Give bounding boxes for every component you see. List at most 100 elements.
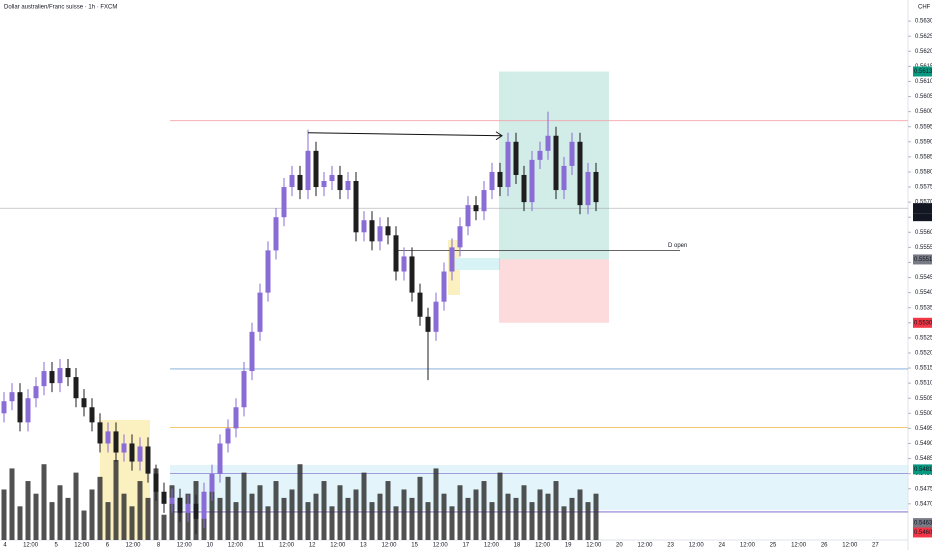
candle-body bbox=[449, 247, 455, 272]
volume-bar bbox=[385, 481, 391, 540]
volume-bar bbox=[585, 502, 591, 540]
candle-body bbox=[313, 150, 319, 188]
currency: CHF bbox=[918, 5, 931, 11]
candle-body bbox=[385, 226, 391, 236]
candle-body bbox=[513, 141, 519, 175]
candle-body bbox=[417, 292, 423, 317]
volume-bar bbox=[473, 489, 479, 540]
candle-body bbox=[289, 174, 295, 188]
candle-body bbox=[73, 377, 79, 399]
price-tag bbox=[913, 317, 932, 328]
volume-bar bbox=[425, 502, 431, 540]
volume-bar bbox=[369, 502, 375, 540]
volume-bar bbox=[337, 485, 343, 540]
candle-body bbox=[281, 187, 287, 218]
volume-bar bbox=[449, 506, 455, 540]
volume-bar bbox=[305, 502, 311, 540]
volume-bar bbox=[577, 489, 583, 540]
candle-body bbox=[233, 407, 239, 429]
candle-body bbox=[57, 368, 63, 384]
candle-body bbox=[161, 491, 167, 504]
volume-bar bbox=[457, 485, 463, 540]
volume-bar bbox=[537, 489, 543, 540]
volume-bar bbox=[233, 502, 239, 540]
candle-body bbox=[153, 473, 159, 492]
volume-bar bbox=[289, 489, 295, 540]
x-tick-label: 12:00 bbox=[637, 543, 653, 549]
volume-bar bbox=[505, 493, 511, 540]
candle-body bbox=[345, 181, 351, 191]
candle-body bbox=[81, 398, 87, 408]
x-tick-label: 4 bbox=[3, 543, 7, 549]
candle-body bbox=[257, 292, 263, 332]
candle-body bbox=[137, 446, 143, 462]
price-tag bbox=[913, 464, 932, 475]
candle-body bbox=[217, 443, 223, 474]
volume-bar bbox=[489, 502, 495, 540]
volume-bar bbox=[153, 468, 159, 540]
candle-body bbox=[425, 316, 431, 332]
volume-bar bbox=[25, 481, 31, 540]
candle-body bbox=[17, 392, 23, 423]
volume-bar bbox=[129, 506, 135, 540]
candle-body bbox=[113, 431, 119, 453]
candle-body bbox=[169, 497, 175, 504]
volume-bar bbox=[41, 464, 47, 540]
candle-body bbox=[561, 165, 567, 191]
candle-body bbox=[537, 150, 543, 160]
candle-body bbox=[329, 174, 335, 182]
volume-bar bbox=[401, 489, 407, 540]
candle-body bbox=[1, 401, 7, 414]
volume-bar bbox=[417, 476, 423, 540]
x-tick-label: 12 bbox=[309, 543, 316, 549]
volume-bar bbox=[377, 493, 383, 540]
candle-body bbox=[273, 217, 279, 251]
x-tick-label: 11 bbox=[258, 543, 265, 549]
candle-body bbox=[249, 331, 255, 372]
candle-body bbox=[585, 171, 591, 206]
position-loss bbox=[499, 259, 609, 323]
x-tick-label: 13 bbox=[360, 543, 367, 549]
candle-body bbox=[105, 431, 111, 444]
volume-bar bbox=[217, 497, 223, 540]
volume-bar bbox=[121, 493, 127, 540]
candle-body bbox=[401, 256, 407, 272]
candle-body bbox=[225, 428, 231, 444]
candle-body bbox=[569, 141, 575, 166]
candle-body bbox=[393, 235, 399, 272]
candle-body bbox=[409, 256, 415, 293]
price-tag bbox=[913, 66, 932, 77]
candle-body bbox=[241, 371, 247, 408]
x-tick-label: 12:00 bbox=[330, 543, 346, 549]
candle-body bbox=[305, 150, 311, 191]
x-tick-label: 24 bbox=[718, 543, 725, 549]
volume-bar bbox=[513, 497, 519, 540]
volume-bar bbox=[529, 502, 535, 540]
x-tick-label: 12:00 bbox=[535, 543, 551, 549]
volume-bar bbox=[81, 510, 87, 540]
chart-title: Dollar australien/Franc suisse · 1h · FX… bbox=[4, 5, 117, 11]
candle-body bbox=[553, 135, 559, 191]
countdown: 19:57 bbox=[916, 215, 932, 221]
candle-body bbox=[369, 220, 375, 242]
x-tick-label: 23 bbox=[667, 543, 674, 549]
x-tick-label: 12:00 bbox=[228, 543, 244, 549]
price-tag-label: 0.54636 bbox=[914, 521, 932, 527]
x-tick-label: 12:00 bbox=[279, 543, 295, 549]
candle-body bbox=[497, 171, 503, 188]
